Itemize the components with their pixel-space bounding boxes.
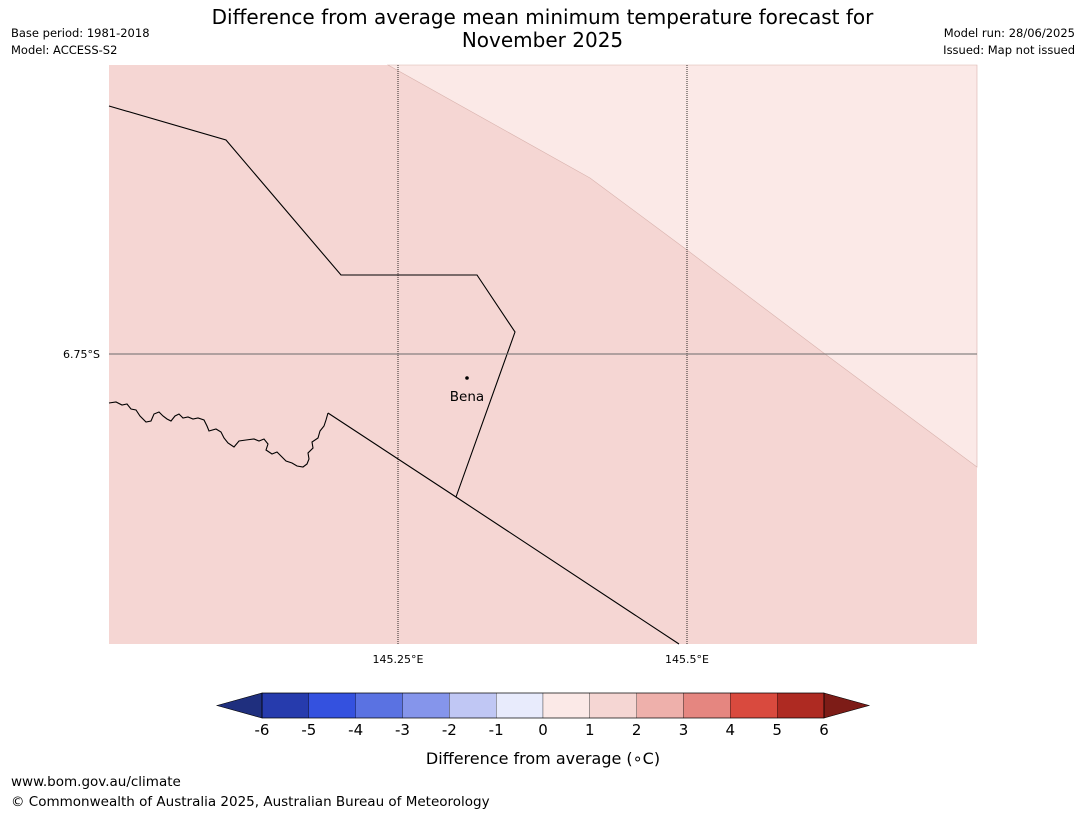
colorbar: -6 -5 -4 -3 -2 -1 0 1 2 3 4 5 6 Difference from aver… bbox=[215, 692, 871, 768]
colorbar-label: Difference from average (∘C) bbox=[426, 749, 660, 768]
province-boundary-north bbox=[108, 105, 516, 498]
colorbar-tick-label: -3 bbox=[395, 721, 410, 739]
colorbar-cell bbox=[730, 692, 778, 719]
province-boundary-south bbox=[327, 412, 680, 645]
colorbar-cell bbox=[636, 692, 684, 719]
footer-url: www.bom.gov.au/climate bbox=[11, 774, 181, 790]
model-text: Model: ACCESS-S2 bbox=[11, 43, 118, 57]
colorbar-tick-label: -6 bbox=[255, 721, 270, 739]
colorbar-tick-label: 0 bbox=[538, 721, 548, 739]
coastline bbox=[108, 401, 329, 468]
colorbar-cell bbox=[683, 692, 731, 719]
metadata-right: Model run: 28/06/2025 Issued: Map not is… bbox=[943, 25, 1075, 59]
colorbar-cell bbox=[589, 692, 637, 719]
colorbar-tick-label: -4 bbox=[348, 721, 363, 739]
footer-copyright: © Commonwealth of Australia 2025, Austra… bbox=[11, 794, 490, 810]
colorbar-cell bbox=[261, 692, 309, 719]
issued-text: Issued: Map not issued bbox=[943, 43, 1075, 57]
title-line-1: Difference from average mean minimum tem… bbox=[211, 5, 874, 29]
colorbar-tick-label: 5 bbox=[772, 721, 782, 739]
colorbar-tick-label: 3 bbox=[679, 721, 689, 739]
town-label: Bena bbox=[450, 389, 484, 405]
colorbar-tick-label: 1 bbox=[585, 721, 595, 739]
map-title: Difference from average mean minimum tem… bbox=[0, 6, 1085, 52]
map-figure: Bena 6.75°S 145.25°E 145.5°E -6 -5 -4 -3 -2-… bbox=[63, 64, 978, 768]
colorbar-tick-label: 6 bbox=[819, 721, 829, 739]
latitude-label: 6.75°S bbox=[63, 348, 100, 361]
model-run-text: Model run: 28/06/2025 bbox=[943, 26, 1075, 40]
metadata-left: Base period: 1981-2018 Model: ACCESS-S2 bbox=[11, 25, 150, 59]
colorbar-cell bbox=[308, 692, 356, 719]
colorbar-tick-label: -1 bbox=[489, 721, 504, 739]
map-panel: Bena 6.75°S 145.25°E 145.5°E bbox=[63, 64, 978, 666]
colorbar-cell bbox=[542, 692, 590, 719]
colorbar-under-arrow bbox=[215, 692, 263, 719]
colorbar-ticks: -6 -5 -4 -3 -2 -1 0 1 2 3 4 5 6 bbox=[255, 721, 829, 739]
title-line-2: November 2025 bbox=[461, 28, 624, 52]
longitude-label: 145.25°E bbox=[373, 653, 424, 666]
colorbar-tick-label: -5 bbox=[301, 721, 316, 739]
longitude-label: 145.5°E bbox=[665, 653, 709, 666]
colorbar-cell bbox=[449, 692, 497, 719]
colorbar-tick-label: 2 bbox=[632, 721, 642, 739]
colorbar-tick-label: 4 bbox=[726, 721, 736, 739]
base-period-text: Base period: 1981-2018 bbox=[11, 26, 150, 40]
colorbar-frame bbox=[261, 692, 825, 719]
colorbar-cell bbox=[355, 692, 403, 719]
town-marker bbox=[465, 376, 469, 380]
colorbar-cell bbox=[496, 692, 544, 719]
colorbar-cells bbox=[261, 692, 825, 719]
colorbar-tick-label: -2 bbox=[442, 721, 457, 739]
colorbar-cell bbox=[402, 692, 450, 719]
colorbar-cell bbox=[777, 692, 825, 719]
colorbar-over-arrow bbox=[823, 692, 871, 719]
